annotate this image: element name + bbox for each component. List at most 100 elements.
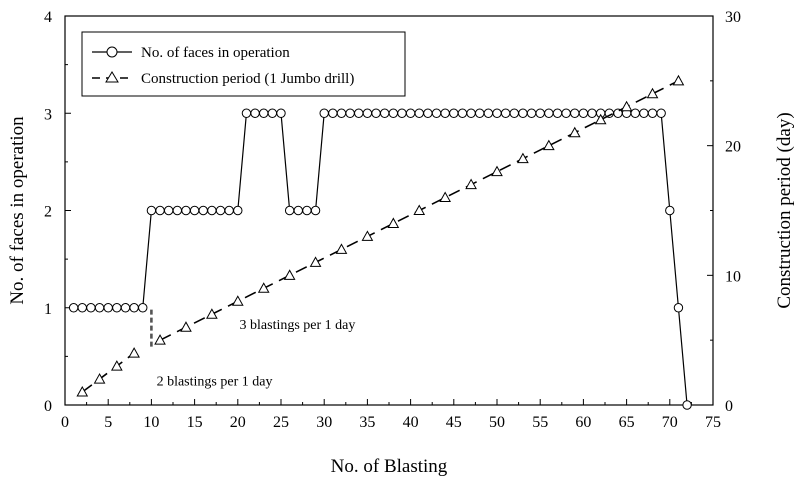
period-point (110, 360, 123, 371)
period-point (439, 191, 452, 203)
faces-point (207, 205, 217, 216)
faces-point (129, 303, 139, 313)
y-left-axis-title: No. of faces in operation (7, 116, 28, 305)
faces-point (414, 108, 424, 118)
faces-point (224, 205, 234, 216)
faces-point (362, 108, 373, 118)
faces-point (440, 108, 450, 118)
faces-point (120, 303, 131, 313)
legend: No. of faces in operation Construction pe… (81, 31, 406, 97)
faces-point (371, 108, 381, 118)
faces-point (544, 108, 554, 118)
x-tick-label: 75 (705, 414, 721, 431)
faces-point (259, 108, 269, 118)
faces-point (397, 108, 407, 118)
y-right-tick-label: 10 (725, 268, 741, 285)
period-point (93, 373, 106, 384)
faces-point (345, 108, 355, 118)
faces-point (198, 205, 208, 216)
x-tick-label: 55 (532, 414, 548, 431)
period-point (672, 74, 685, 86)
period-point (413, 204, 426, 215)
faces-point (293, 205, 303, 216)
faces-point (233, 205, 243, 216)
period-point (491, 165, 503, 177)
x-tick-label: 15 (187, 414, 203, 431)
series-faces-line (73, 112, 688, 406)
x-tick-label: 30 (316, 414, 332, 431)
faces-point (457, 108, 468, 118)
faces-point (647, 108, 658, 118)
faces-point (77, 303, 87, 313)
faces-point (526, 108, 537, 118)
legend-period-label: Construction period (1 Jumbo drill) (141, 71, 354, 87)
x-tick-label: 50 (489, 414, 505, 431)
faces-point (354, 108, 364, 118)
period-point (594, 113, 607, 125)
faces-point (250, 108, 260, 118)
x-tick-label: 40 (403, 414, 419, 431)
period-point (646, 87, 659, 99)
faces-point (665, 205, 675, 216)
period-point (465, 178, 477, 190)
faces-point (475, 108, 485, 118)
x-tick-label: 70 (662, 414, 678, 431)
y-right-axis-title: Construction period (day) (774, 112, 795, 308)
faces-point (267, 108, 278, 118)
x-tick-label: 10 (143, 414, 159, 431)
period-point (361, 230, 374, 241)
faces-point (181, 205, 191, 216)
y-left-tick-label: 2 (44, 204, 52, 221)
faces-point (163, 205, 174, 216)
faces-point (155, 205, 165, 216)
period-point (206, 308, 218, 319)
faces-point (146, 205, 157, 216)
faces-point (492, 108, 502, 118)
faces-point (94, 303, 105, 313)
faces-point (449, 108, 459, 118)
faces-point (587, 108, 597, 118)
faces-point (673, 303, 684, 313)
period-point (335, 243, 348, 254)
x-tick-label: 25 (273, 414, 289, 431)
y-right-tick-label: 30 (725, 9, 741, 26)
period-point (387, 217, 400, 228)
annotation-1: 3 blastings per 1 day (240, 318, 356, 333)
faces-point (379, 108, 390, 118)
faces-point (682, 400, 692, 410)
faces-point (388, 108, 399, 118)
faces-point (431, 108, 442, 118)
faces-point (561, 108, 571, 118)
period-point (180, 321, 192, 332)
period-point (154, 334, 166, 345)
faces-point (284, 205, 295, 216)
faces-point (172, 205, 183, 216)
faces-point (570, 108, 580, 118)
period-point (283, 269, 296, 280)
faces-point (112, 303, 122, 313)
x-tick-label: 0 (61, 414, 69, 431)
x-tick-label: 45 (446, 414, 462, 431)
faces-point (483, 108, 494, 118)
faces-point (639, 108, 649, 118)
period-point (309, 256, 322, 267)
y-left-tick-label: 0 (44, 398, 52, 415)
faces-point (336, 108, 347, 118)
x-axis-title: No. of Blasting (331, 456, 448, 477)
legend-period-marker (105, 71, 119, 83)
faces-point (215, 205, 226, 216)
faces-point (500, 108, 511, 118)
faces-point (302, 205, 312, 216)
annotation-0: 2 blastings per 1 day (157, 375, 273, 390)
series-period-line-before (81, 352, 135, 393)
faces-point (535, 108, 545, 118)
x-tick-label: 65 (619, 414, 635, 431)
series-layer (68, 74, 692, 410)
faces-point (103, 303, 113, 313)
faces-point (276, 108, 286, 118)
faces-point (310, 205, 321, 216)
faces-point (509, 108, 519, 118)
x-tick-label: 35 (359, 414, 375, 431)
y-left-tick-label: 1 (44, 301, 52, 318)
